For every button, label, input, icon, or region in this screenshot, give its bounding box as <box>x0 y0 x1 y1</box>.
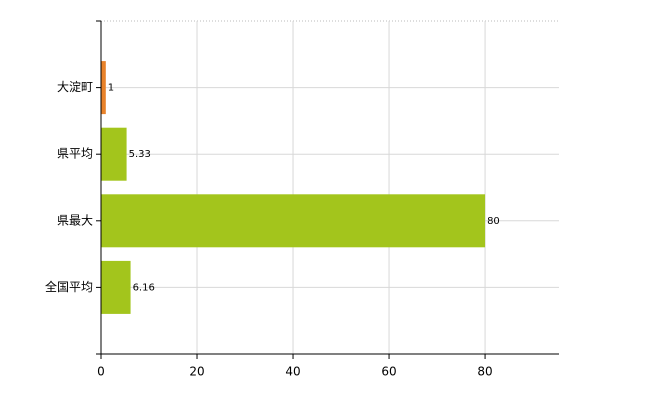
bar <box>101 194 486 248</box>
value-label: 6.16 <box>133 282 155 293</box>
bar <box>101 127 127 181</box>
y-tick-label: 大淀町 <box>57 80 93 94</box>
y-tick-label: 全国平均 <box>45 279 93 294</box>
value-label: 5.33 <box>129 149 151 160</box>
x-tick-label: 80 <box>477 365 492 379</box>
x-tick-label: 60 <box>381 365 396 379</box>
bar <box>101 61 106 115</box>
y-tick-label: 県平均 <box>57 147 93 161</box>
y-tick-label: 県最大 <box>57 213 93 227</box>
value-label: 1 <box>108 83 114 94</box>
x-tick-label: 20 <box>189 365 204 379</box>
x-tick-label: 40 <box>285 365 300 379</box>
bar <box>101 260 131 314</box>
value-label: 80 <box>487 216 500 227</box>
x-tick-label: 0 <box>97 365 105 379</box>
